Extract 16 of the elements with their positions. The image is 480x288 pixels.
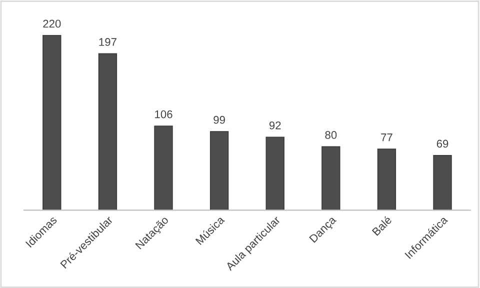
data-label: 80: [325, 131, 337, 139]
bar: [433, 154, 452, 210]
bar: [154, 126, 173, 210]
data-label: 106: [155, 110, 172, 118]
bar: [322, 146, 340, 210]
data-label: 220: [43, 20, 61, 28]
data-label: 77: [381, 134, 392, 142]
bar: [98, 53, 118, 210]
bar: [377, 148, 396, 210]
data-label: 197: [99, 38, 116, 46]
data-label: 99: [214, 116, 225, 124]
data-label: 69: [436, 140, 448, 148]
bar: [210, 131, 229, 210]
bar: [42, 34, 62, 210]
data-label: 92: [269, 122, 281, 130]
bar: [266, 136, 284, 210]
